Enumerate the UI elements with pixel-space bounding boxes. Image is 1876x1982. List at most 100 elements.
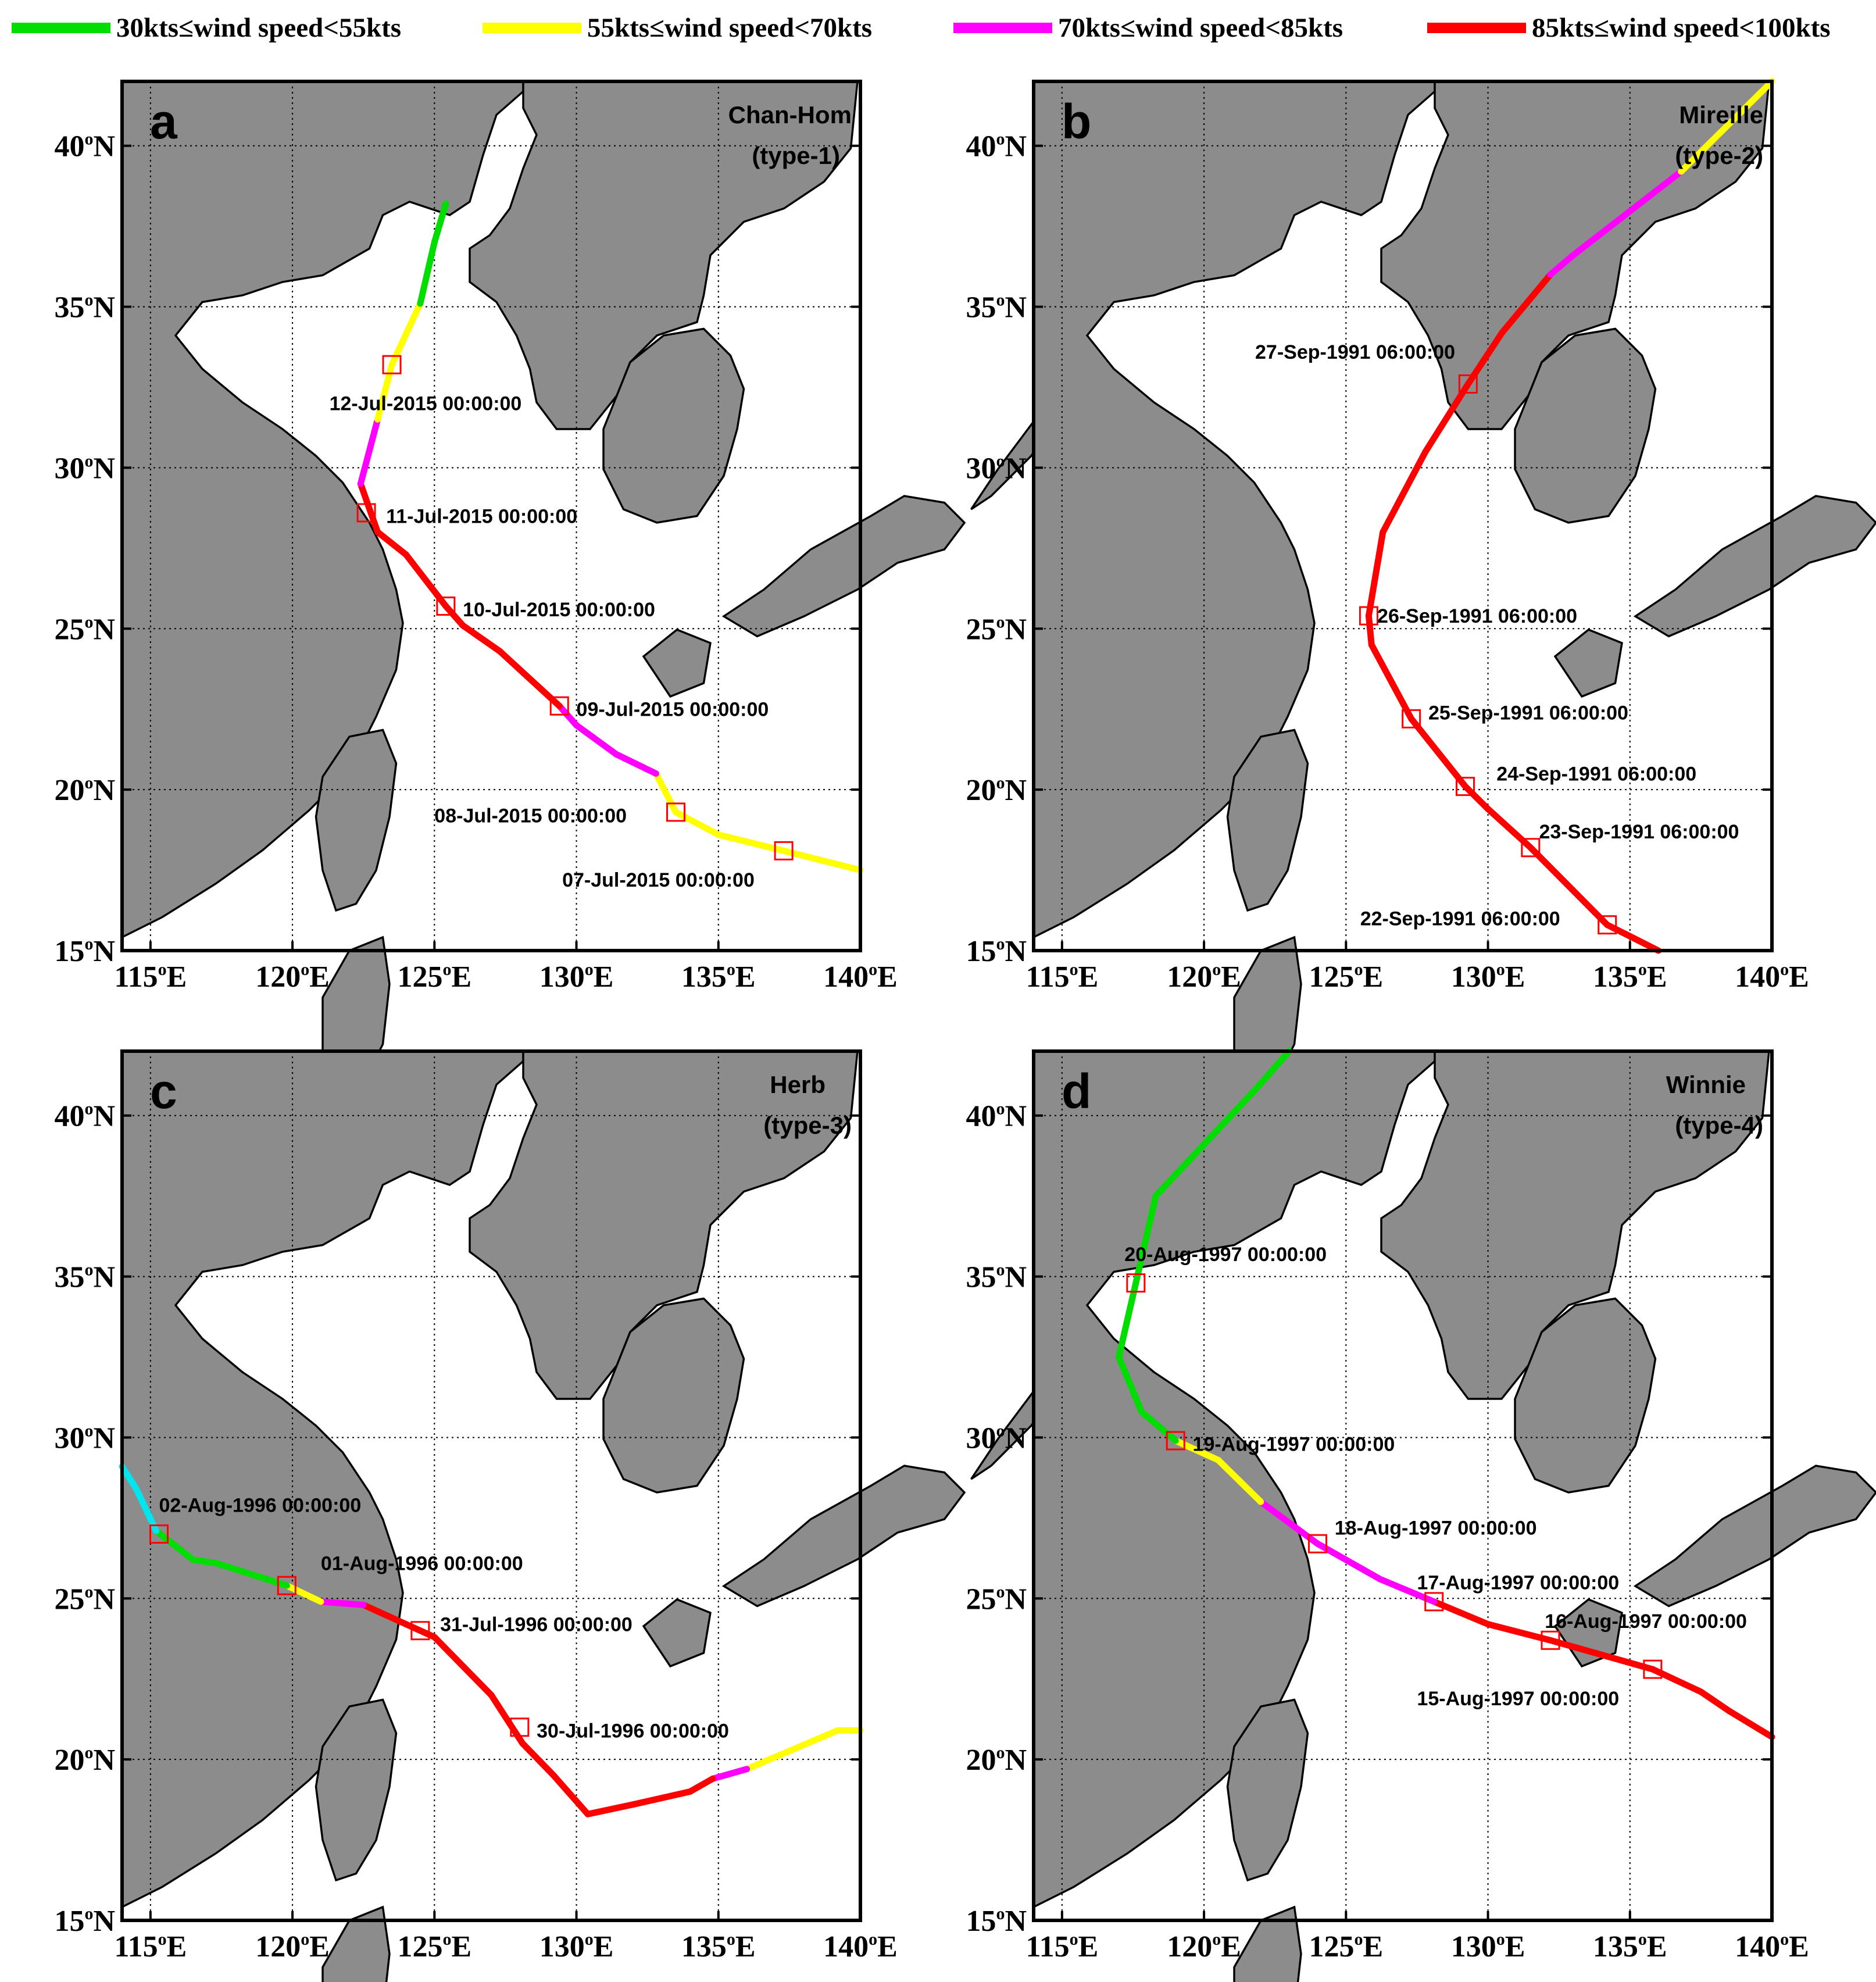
track-segment (1116, 1354, 1145, 1415)
panel-a: 07-Jul-2015 00:00:00 08-Jul-2015 00:00:00… (54, 80, 1120, 1099)
lat-tick-label: 35oN (54, 1260, 115, 1294)
lat-tick-label: 20oN (54, 1743, 115, 1777)
position-marker (1521, 838, 1541, 858)
track-segment (1462, 783, 1492, 812)
lat-tick-label: 35oN (54, 291, 115, 324)
position-marker (1455, 777, 1475, 797)
track-segment (212, 1559, 290, 1589)
marker-date-label: 22-Sep-1991 06:00:00 (1360, 908, 1560, 930)
map-frame (1032, 1049, 1774, 1922)
lon-tick-label: 125oE (1309, 1930, 1383, 1963)
storm-track (119, 1463, 864, 1817)
track-segment (687, 1775, 716, 1795)
track-segment (1726, 1708, 1775, 1740)
track-segment (496, 648, 563, 709)
track-segment (431, 1634, 495, 1698)
lat-tick-label: 25oN (966, 612, 1027, 646)
marker-date-label: 19-Aug-1997 00:00:00 (1193, 1434, 1395, 1456)
track-segment (1152, 1086, 1259, 1199)
lon-tick-label: 140oE (1735, 960, 1809, 994)
storm-name: Winnie (1666, 1071, 1746, 1098)
track-segment (550, 1772, 591, 1817)
track-segment (374, 528, 409, 558)
track-markers: 30-Jul-1996 00:00:00 31-Jul-1996 00:00:00… (149, 1495, 729, 1742)
track-segment (556, 702, 580, 728)
marker-date-label: 27-Sep-1991 06:00:00 (1255, 341, 1455, 363)
panel-b: 22-Sep-1991 06:00:00 23-Sep-1991 06:00:00… (966, 78, 1876, 1099)
lon-tick-label: 120oE (1167, 960, 1241, 994)
lat-tick-label: 35oN (966, 291, 1027, 324)
track-segment (573, 722, 620, 758)
storm-track (1116, 1048, 1775, 1740)
panel-letter: b (1062, 94, 1091, 149)
track-segment (283, 1582, 324, 1605)
lon-tick-label: 120oE (255, 960, 330, 994)
panel-c: 30-Jul-1996 00:00:00 31-Jul-1996 00:00:00… (54, 1049, 1120, 1982)
marker-date-label: 08-Jul-2015 00:00:00 (434, 805, 627, 827)
lat-tick-label: 15oN (54, 934, 115, 968)
position-marker (382, 355, 402, 374)
lon-tick-label: 115oE (1025, 1930, 1098, 1963)
storm-type: (type-2) (1675, 142, 1763, 169)
lon-tick-label: 115oE (114, 960, 187, 994)
track-segment (1678, 78, 1775, 175)
lon-tick-label: 135oE (1593, 1930, 1667, 1963)
storm-track (357, 200, 864, 874)
legend-item-30-55kts: 30kts≤wind speed<55kts (12, 10, 401, 45)
track-segment (1698, 1688, 1733, 1715)
track-segment (357, 480, 381, 535)
track-segment (1547, 1637, 1656, 1673)
position-marker (277, 1576, 296, 1595)
track-segment (584, 1801, 637, 1817)
track-segment (431, 200, 449, 246)
track-segment (417, 239, 438, 307)
position-marker (1643, 1659, 1663, 1679)
position-marker (510, 1717, 530, 1737)
track-segment (388, 300, 424, 368)
marker-date-label: 16-Aug-1997 00:00:00 (1545, 1610, 1747, 1633)
track-segment (1408, 715, 1468, 790)
track-segment (119, 1463, 140, 1492)
track-segment (709, 1766, 751, 1782)
lat-tick-label: 15oN (966, 1904, 1027, 1938)
lat-tick-label: 20oN (54, 773, 115, 807)
position-marker (1166, 1431, 1185, 1451)
legend-label: 85kts≤wind speed<100kts (1532, 13, 1831, 43)
marker-date-label: 17-Aug-1997 00:00:00 (1417, 1572, 1619, 1594)
map-frame (120, 1049, 862, 1922)
track-markers: 22-Sep-1991 06:00:00 23-Sep-1991 06:00:00… (1255, 341, 1739, 935)
track-segment (190, 1556, 219, 1566)
legend-swatch-green (12, 23, 110, 33)
position-marker (666, 802, 685, 822)
lon-tick-label: 125oE (397, 1930, 471, 1963)
lon-tick-label: 140oE (823, 960, 898, 994)
marker-date-label: 30-Jul-1996 00:00:00 (537, 1720, 729, 1742)
lat-tick-label: 40oN (966, 1099, 1027, 1133)
legend-item-55-70kts: 55kts≤wind speed<70kts (483, 10, 872, 45)
track-segment (360, 1601, 438, 1641)
marker-date-label: 26-Sep-1991 06:00:00 (1377, 605, 1577, 627)
lat-tick-label: 20oN (966, 773, 1027, 807)
track-segment (442, 603, 466, 629)
track-segment (1365, 612, 1375, 648)
track-segment (1570, 168, 1685, 259)
storm-name: Chan-Hom (728, 101, 852, 128)
legend-label: 55kts≤wind speed<70kts (587, 13, 873, 43)
marker-date-label: 25-Sep-1991 06:00:00 (1428, 702, 1628, 724)
position-marker (774, 841, 794, 860)
storm-type: (type-1) (752, 142, 840, 169)
legend-label: 30kts≤wind speed<55kts (116, 13, 402, 43)
marker-date-label: 12-Jul-2015 00:00:00 (330, 393, 522, 415)
track-segment (1138, 1408, 1179, 1444)
lon-tick-label: 135oE (681, 1930, 756, 1963)
track-segment (1132, 1192, 1159, 1287)
marker-date-label: 15-Aug-1997 00:00:00 (1417, 1688, 1619, 1710)
track-segment (1527, 844, 1611, 928)
legend-swatch-red (1427, 23, 1526, 33)
lat-tick-label: 40oN (54, 130, 115, 163)
track-segment (673, 809, 722, 838)
track-segment (1485, 805, 1534, 851)
track-segment (317, 1598, 367, 1608)
position-marker (1424, 1592, 1444, 1612)
